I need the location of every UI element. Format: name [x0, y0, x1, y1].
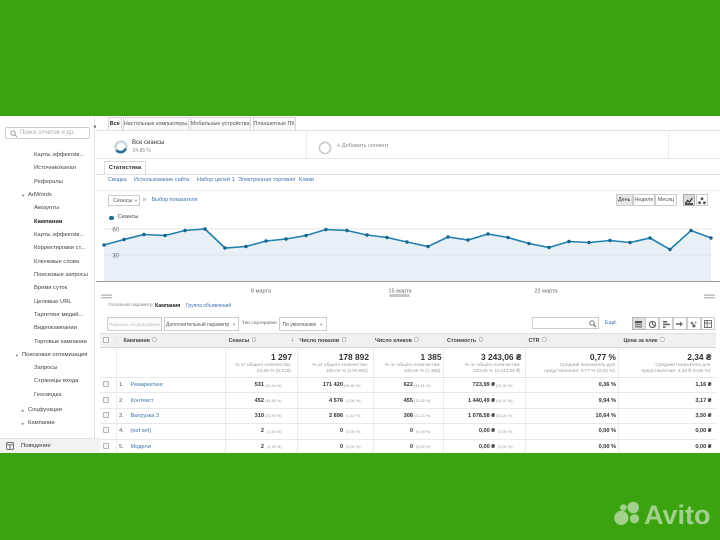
svg-text:8 марта: 8 марта	[251, 289, 272, 295]
svg-text:30: 30	[112, 254, 119, 260]
svg-text:Avito: Avito	[644, 500, 711, 530]
svg-text:15 марта: 15 марта	[388, 289, 412, 295]
svg-text:60: 60	[112, 228, 119, 234]
svg-text:22 марта: 22 марта	[534, 289, 558, 295]
